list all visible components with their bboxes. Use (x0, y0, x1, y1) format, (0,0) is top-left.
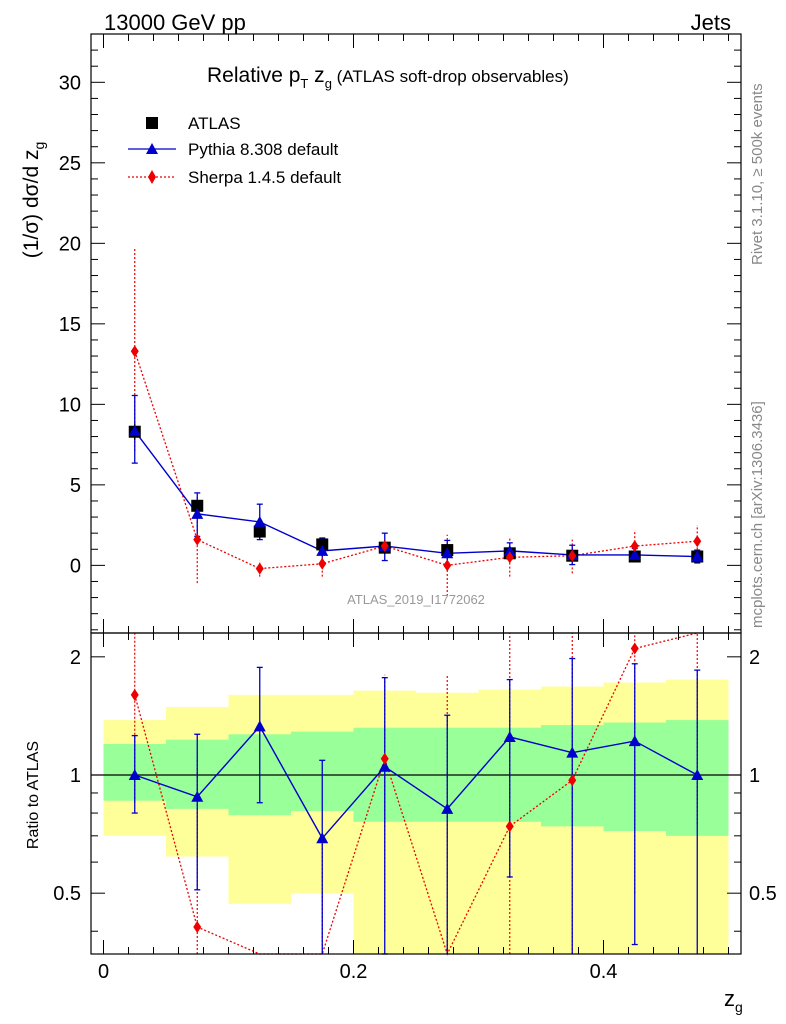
pythia-point (691, 550, 704, 562)
sherpa-line (134, 351, 698, 570)
ratio-sherpa-point (193, 921, 202, 934)
ratio-sherpa-point (130, 688, 139, 701)
ratio-y-tick-label-right: 2 (749, 647, 760, 669)
ratio-pythia-point (378, 760, 391, 772)
legend-atlas-marker (146, 117, 158, 129)
header-process-label: Jets (691, 10, 731, 35)
ratio-pythia-point (628, 735, 641, 747)
y-tick-label-main: 20 (59, 233, 81, 255)
sherpa-point (255, 562, 264, 575)
ratio-pythia-point (566, 746, 579, 758)
legend-atlas-label: ATLAS (188, 114, 241, 133)
ratio-sherpa-line (134, 632, 698, 956)
atlas-point (316, 538, 329, 551)
ratio-axes: 0.5 0.5 1 1 2 2 0 0.2 0.4 (53, 633, 777, 983)
main-data-layer (128, 248, 704, 596)
mcplots-label: mcplots.cern.ch [arXiv:1306.3436] (749, 401, 766, 628)
y-tick-label-main: 0 (70, 555, 81, 577)
pythia-point (316, 544, 329, 556)
ratio-pythia-point (441, 802, 454, 814)
y-tick-label-main: 25 (59, 153, 81, 175)
ratio-pythia-point (691, 769, 704, 781)
x-tick-label: 0.2 (340, 961, 368, 983)
sherpa-point (318, 557, 327, 570)
y-tick-label-main: 5 (70, 475, 81, 497)
ratio-pythia-point (253, 720, 266, 732)
pythia-point (503, 544, 516, 556)
atlas-point (191, 499, 204, 512)
legend-pythia-label: Pythia 8.308 default (188, 140, 339, 159)
pythia-point (253, 515, 266, 527)
pythia-point (128, 424, 141, 436)
sherpa-point (443, 559, 452, 572)
ratio-pythia-point (191, 790, 204, 802)
sherpa-point (193, 533, 202, 546)
x-tick-label: 0 (98, 961, 109, 983)
ratio-pythia-point (503, 730, 516, 742)
rivet-version-label: Rivet 3.1.10, ≥ 500k events (749, 83, 766, 265)
ratio-panel: 0.5 0.5 1 1 2 2 0 0.2 0.4 (53, 632, 777, 983)
legend-sherpa-marker (148, 170, 156, 184)
sherpa-point (693, 535, 702, 548)
pythia-point (441, 547, 454, 559)
y-tick-label-main: 30 (59, 72, 81, 94)
ratio-y-tick-label-left: 2 (70, 647, 81, 669)
ratio-pythia-point (128, 769, 141, 781)
y-tick-label-main: 10 (59, 394, 81, 416)
legend-sherpa-label: Sherpa 1.4.5 default (188, 168, 341, 187)
main-panel: 0 5 10 15 20 25 30 Relative pT zg (ATLAS soft-… (59, 33, 742, 634)
ratio-y-tick-label-left: 1 (70, 765, 81, 787)
x-tick-label: 0.4 (590, 961, 618, 983)
sherpa-point (130, 345, 139, 358)
atlas-point (253, 525, 266, 538)
ratio-y-tick-label-right: 1 (749, 765, 760, 787)
x-axis-label: zg (724, 986, 743, 1015)
header-energy-label: 13000 GeV pp (104, 10, 246, 35)
ratio-sherpa-point (630, 642, 639, 655)
ratio-sherpa-point (380, 752, 389, 765)
ratio-y-tick-label-right: 0.5 (749, 883, 777, 905)
y-tick-label-main: 15 (59, 314, 81, 336)
main-axes: 0 5 10 15 20 25 30 (59, 33, 741, 633)
ratio-frame (90, 632, 742, 955)
pythia-line (134, 430, 698, 558)
analysis-id-label: ATLAS_2019_I1772062 (347, 592, 485, 607)
sherpa-point (568, 549, 577, 562)
y-axis-label-main: (1/σ) dσ/d zg (20, 142, 47, 259)
legend-pythia-marker (146, 143, 158, 154)
pythia-point (191, 507, 204, 519)
ratio-sherpa-point (568, 774, 577, 787)
y-axis-label-ratio: Ratio to ATLAS (25, 741, 42, 849)
sherpa-point (380, 540, 389, 553)
sherpa-point (630, 540, 639, 553)
legend: ATLAS Pythia 8.308 default Sherpa 1.4.5 … (128, 114, 341, 187)
ratio-pythia-line (134, 725, 698, 840)
plot-title: Relative pT zg (ATLAS soft-drop observab… (207, 64, 569, 91)
ratio-pythia-point (316, 832, 329, 844)
ratio-y-tick-label-left: 0.5 (53, 883, 81, 905)
ratio-data-layer (91, 632, 741, 956)
sherpa-point (505, 551, 514, 564)
pythia-point (628, 548, 641, 560)
ratio-sherpa-point (505, 820, 514, 833)
